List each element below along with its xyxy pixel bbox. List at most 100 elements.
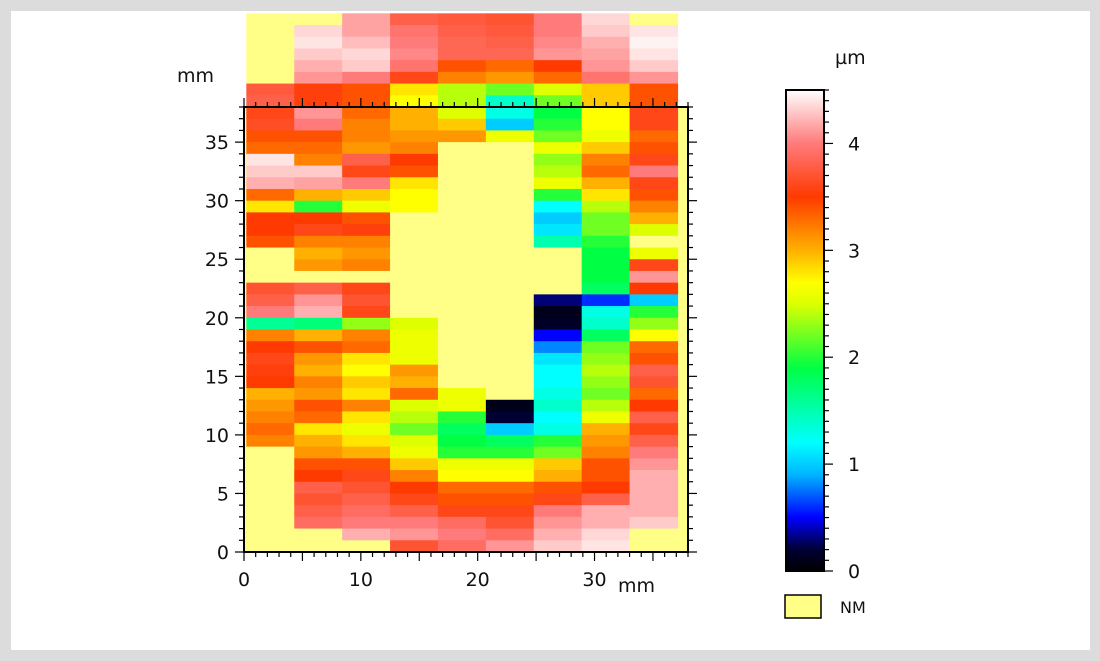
heatmap-cell	[437, 341, 487, 354]
heatmap-cell	[437, 282, 487, 295]
heatmap-cell	[390, 212, 439, 225]
heatmap-cell	[533, 528, 583, 541]
heatmap-cell	[437, 247, 487, 260]
heatmap-cell	[629, 83, 679, 96]
heatmap-cell	[485, 516, 535, 530]
heatmap-cell	[533, 493, 583, 506]
heatmap-cell	[437, 259, 487, 272]
y-tick-label: 35	[205, 132, 229, 154]
heatmap-cell	[437, 60, 487, 73]
heatmap-cell	[533, 306, 583, 319]
heatmap-cell	[629, 364, 679, 377]
heatmap-cell	[294, 212, 343, 225]
heatmap-cell	[485, 224, 535, 237]
heatmap-cell	[485, 388, 535, 401]
heatmap-cell	[246, 259, 295, 272]
heatmap-cell	[581, 224, 631, 237]
heatmap-cell	[581, 212, 631, 225]
heatmap-cell	[246, 165, 295, 178]
heatmap-cell	[629, 71, 679, 85]
heatmap-cell	[629, 247, 679, 260]
heatmap-cell	[294, 434, 343, 448]
heatmap-cell	[390, 434, 439, 448]
heatmap-cell	[629, 317, 679, 331]
heatmap-cell	[629, 352, 679, 366]
heatmap-cell	[533, 458, 583, 471]
heatmap-cell	[390, 25, 439, 38]
heatmap-cell	[246, 423, 295, 436]
legend-swatch-nm	[784, 594, 822, 619]
heatmap-cell	[246, 48, 295, 61]
heatmap-cell	[294, 282, 343, 295]
heatmap-cell	[294, 481, 343, 495]
heatmap-cell	[629, 481, 679, 495]
heatmap-cell	[246, 388, 295, 401]
heatmap-cell	[390, 493, 439, 506]
heatmap-cell	[533, 212, 583, 225]
heatmap-cell	[629, 177, 679, 190]
heatmap-cell	[629, 13, 679, 26]
heatmap-cell	[246, 153, 295, 167]
heatmap-cell	[485, 399, 535, 413]
x-axis-unit: mm	[618, 575, 655, 597]
heatmap-cell	[629, 388, 679, 401]
heatmap-cell	[246, 516, 295, 530]
heatmap-cell	[246, 118, 295, 132]
heatmap-cell	[246, 329, 295, 342]
heatmap-cell	[342, 142, 391, 155]
heatmap-cell	[246, 224, 295, 237]
heatmap-cell	[246, 130, 295, 143]
heatmap-cell	[485, 153, 535, 167]
heatmap-cell	[533, 505, 583, 518]
heatmap-cell	[437, 235, 487, 249]
heatmap-cell	[246, 25, 295, 38]
heatmap-cell	[342, 48, 391, 61]
heatmap-cell	[437, 434, 487, 448]
heatmap-cell	[581, 341, 631, 354]
heatmap-cell	[581, 470, 631, 483]
heatmap-cell	[533, 470, 583, 483]
heatmap-cell	[437, 411, 487, 424]
heatmap-cell	[246, 270, 295, 284]
heatmap-cell	[294, 83, 343, 96]
heatmap-cell	[437, 352, 487, 366]
heatmap-cell	[629, 142, 679, 155]
heatmap-cell	[342, 200, 391, 213]
y-tick-label: 5	[217, 483, 229, 505]
heatmap-cell	[437, 458, 487, 471]
heatmap-cell	[246, 481, 295, 495]
y-axis-unit: mm	[177, 65, 214, 87]
heatmap-cell	[533, 200, 583, 213]
heatmap-cell	[629, 48, 679, 61]
heatmap-cell	[294, 177, 343, 190]
heatmap-cell	[246, 200, 295, 213]
heatmap-cell	[390, 153, 439, 167]
heatmap-cell	[294, 165, 343, 178]
heatmap-cell	[485, 188, 535, 202]
y-tick-labels: 0 5 10 15 20 25 30 35	[205, 132, 229, 564]
heatmap-cell	[581, 528, 631, 541]
heatmap-cell	[533, 259, 583, 272]
heatmap-cell	[437, 25, 487, 38]
heatmap-cell	[246, 434, 295, 448]
colorbar-tick-label: 0	[848, 561, 860, 583]
heatmap-cell	[342, 411, 391, 424]
heatmap-cell	[390, 13, 439, 26]
heatmap-cell	[485, 270, 535, 284]
heatmap-cell	[629, 259, 679, 272]
heatmap-cell	[485, 200, 535, 213]
heatmap-cell	[294, 446, 343, 459]
heatmap-cell	[485, 13, 535, 26]
heatmap-cell	[485, 423, 535, 436]
heatmap-cell	[533, 341, 583, 354]
heatmap-cell	[390, 516, 439, 530]
heatmap-cell	[485, 470, 535, 483]
heatmap-cell	[437, 165, 487, 178]
heatmap-cell	[629, 200, 679, 213]
heatmap-cell	[437, 130, 487, 143]
heatmap-cell	[437, 83, 487, 96]
heatmap-cell	[294, 411, 343, 424]
heatmap-cell	[581, 540, 631, 553]
heatmap-cell	[246, 247, 295, 260]
heatmap-cell	[390, 317, 439, 331]
